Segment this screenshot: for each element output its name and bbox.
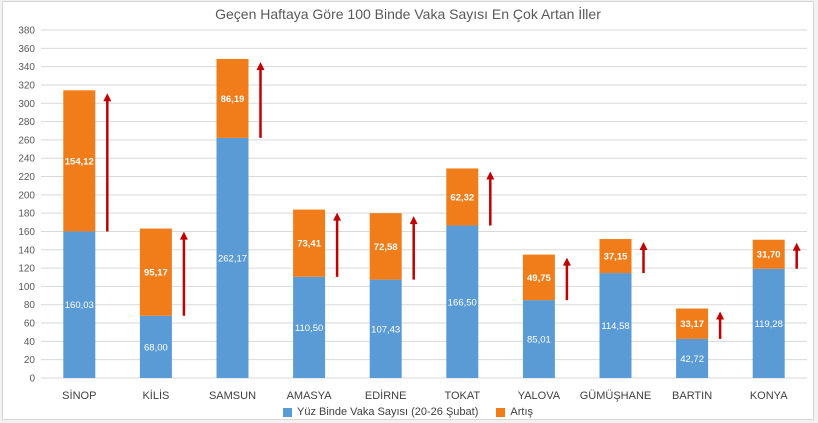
- x-category-label: KİLİS: [142, 389, 169, 402]
- data-label-increase: 49,75: [527, 273, 551, 284]
- x-category-label: EDİRNE: [365, 389, 407, 402]
- y-tick-label: 320: [18, 80, 35, 91]
- legend-swatch-increase: [496, 408, 505, 417]
- data-label-increase: 33,17: [680, 319, 704, 330]
- increase-arrow-head: [563, 258, 571, 266]
- y-tick-label: 380: [18, 26, 35, 37]
- data-label-cases: 110,50: [295, 323, 323, 334]
- data-label-increase: 73,41: [297, 239, 321, 250]
- y-tick-label: 180: [18, 209, 35, 220]
- x-category-label: SİNOP: [62, 389, 96, 402]
- legend-label-cases: Yüz Binde Vaka Sayısı (20-26 Şubat): [297, 406, 478, 418]
- y-tick-label: 120: [18, 264, 35, 275]
- y-tick-label: 20: [24, 355, 36, 366]
- x-category-label: AMASYA: [287, 390, 333, 402]
- legend-item-cases: Yüz Binde Vaka Sayısı (20-26 Şubat): [283, 406, 478, 418]
- y-tick-label: 300: [18, 99, 35, 110]
- data-label-cases: 107,43: [371, 324, 400, 335]
- legend: Yüz Binde Vaka Sayısı (20-26 Şubat) Artı…: [3, 406, 813, 418]
- increase-arrow-head: [103, 93, 111, 101]
- increase-arrow-head: [793, 243, 801, 251]
- increase-arrow-head: [180, 232, 188, 240]
- y-tick-label: 140: [18, 245, 35, 256]
- data-label-cases: 85,01: [527, 335, 551, 346]
- stacked-bar-chart: 0 20 40 60 80 100 120 140 160 180 200 220 240 260 280 3…: [3, 2, 815, 421]
- x-category-label: YALOVA: [518, 390, 561, 402]
- y-tick-label: 200: [18, 190, 35, 201]
- data-label-increase: 62,32: [450, 192, 474, 203]
- data-label-increase: 154,12: [65, 156, 94, 167]
- y-tick-label: 100: [18, 282, 35, 293]
- x-category-label: BARTIN: [672, 390, 712, 402]
- y-tick-label: 240: [18, 154, 35, 165]
- y-tick-label: 280: [18, 117, 35, 128]
- increase-arrow-head: [716, 312, 724, 320]
- data-label-cases: 119,28: [755, 319, 783, 330]
- y-tick-label: 80: [24, 300, 36, 311]
- data-label-increase: 31,70: [757, 250, 781, 261]
- legend-item-increase: Artış: [496, 406, 533, 418]
- y-tick-label: 220: [18, 172, 35, 183]
- x-category-label: SAMSUN: [209, 390, 256, 402]
- y-tick-label: 160: [18, 227, 35, 238]
- x-category-label: GÜMÜŞHANE: [580, 390, 652, 402]
- data-label-increase: 95,17: [144, 268, 168, 279]
- y-tick-label: 40: [24, 337, 36, 348]
- data-label-cases: 166,50: [448, 297, 477, 308]
- x-category-label: TOKAT: [444, 390, 480, 402]
- y-tick-label: 360: [18, 44, 35, 55]
- y-tick-label: 340: [18, 62, 35, 73]
- x-category-label: KONYA: [750, 390, 788, 402]
- legend-swatch-cases: [283, 408, 292, 417]
- y-tick-label: 260: [18, 135, 35, 146]
- increase-arrow-head: [333, 213, 341, 221]
- data-label-cases: 42,72: [680, 354, 704, 365]
- data-label-increase: 86,19: [221, 94, 245, 105]
- data-label-cases: 160,03: [65, 300, 94, 311]
- y-tick-label: 0: [29, 374, 35, 385]
- data-label-increase: 72,58: [374, 242, 398, 253]
- increase-arrow-head: [257, 62, 265, 70]
- data-label-cases: 114,58: [601, 321, 629, 332]
- y-tick-label: 60: [24, 319, 36, 330]
- increase-arrow-head: [410, 216, 418, 224]
- data-label-cases: 262,17: [218, 253, 247, 264]
- legend-label-increase: Artış: [510, 406, 533, 418]
- data-label-cases: 68,00: [144, 342, 168, 353]
- increase-arrow-head: [486, 171, 494, 179]
- data-label-increase: 37,15: [604, 252, 628, 263]
- increase-arrow-head: [640, 242, 648, 250]
